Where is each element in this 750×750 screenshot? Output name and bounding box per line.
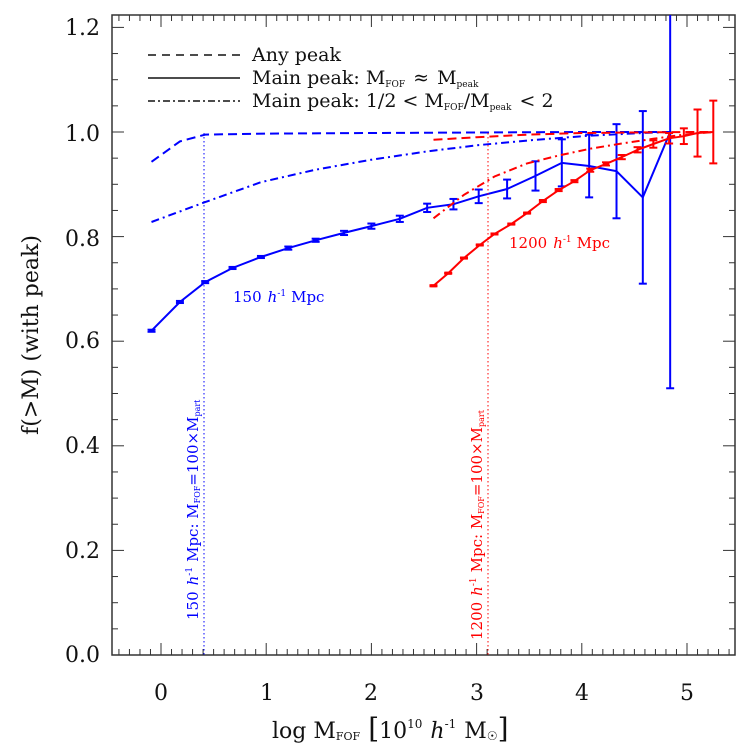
x-tick-label: 5 [680,681,694,706]
sun-symbol-icon: ☉ [487,729,498,743]
series-line [150,131,671,163]
y-tick-label: 0.8 [65,227,100,252]
series-3 [429,99,718,288]
x-tick-label: 0 [154,681,168,706]
axis-ticks [112,15,735,656]
series-line [432,131,714,220]
annotation-150-mpart-vertical: 150h-1Mpc: MFOF=100×Mpart [184,399,202,620]
y-tick-label: 0.6 [65,329,100,354]
series-4 [433,131,714,141]
series-2 [151,131,671,223]
series-line [151,131,671,223]
y-tick-label: 0.2 [65,539,100,564]
series-line [150,131,672,332]
y-tick-label: 0.4 [65,434,100,459]
legend-main-peak-approx: Main peak: MFOF ≈ Mpeak [252,67,479,90]
x-title-log: log M [272,719,336,744]
annotation-1200-mpart-vertical: 1200h-1Mpc: MFOF=100×Mpart [468,409,486,640]
x-title-bracket-close: ] [498,712,509,745]
x-tick-label: 4 [575,681,589,706]
x-tick-labels: 0 1 2 3 4 5 [154,681,694,706]
series-0 [147,15,675,390]
y-tick-label: 0.0 [65,643,100,668]
series-1 [150,131,671,163]
x-tick-label: 3 [470,681,484,706]
x-title-msun: M [464,719,487,744]
legend-main-peak-ratio: Main peak: 1/2 < MFOF/Mpeak < 2 [252,90,554,113]
x-title-bracket-open: [ [368,712,379,745]
annotation-1200-mpc: 1200 h-1 Mpc [509,234,610,252]
x-title-ten: 10 [379,719,407,744]
series-layer [147,15,718,390]
x-tick-label: 1 [260,681,274,706]
y-tick-label: 1.0 [65,122,100,147]
y-axis-title: f(>M) (with peak) [19,235,44,435]
series-line [433,131,714,141]
x-title-h: h [430,719,444,744]
annotation-150-mpc: 150 h-1 Mpc [233,288,324,306]
y-tick-labels: 0.0 0.2 0.4 0.6 0.8 1.0 1.2 [65,16,100,668]
legend: Any peak Main peak: MFOF ≈ Mpeak Main peak… [148,44,554,113]
x-tick-label: 2 [364,681,378,706]
x-axis-title: log MFOF [1010 h-1 M☉] [272,712,509,745]
x-title-exp: 10 [407,717,422,731]
y-tick-label: 1.2 [65,16,100,41]
series-5 [432,131,714,220]
series-line [432,131,714,287]
legend-any-peak: Any peak [251,44,341,66]
x-title-sub: FOF [336,730,361,743]
x-title-hexp: -1 [445,717,457,731]
